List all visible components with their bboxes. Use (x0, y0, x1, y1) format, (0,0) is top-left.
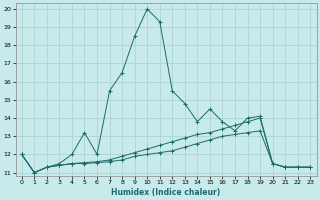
X-axis label: Humidex (Indice chaleur): Humidex (Indice chaleur) (111, 188, 221, 197)
